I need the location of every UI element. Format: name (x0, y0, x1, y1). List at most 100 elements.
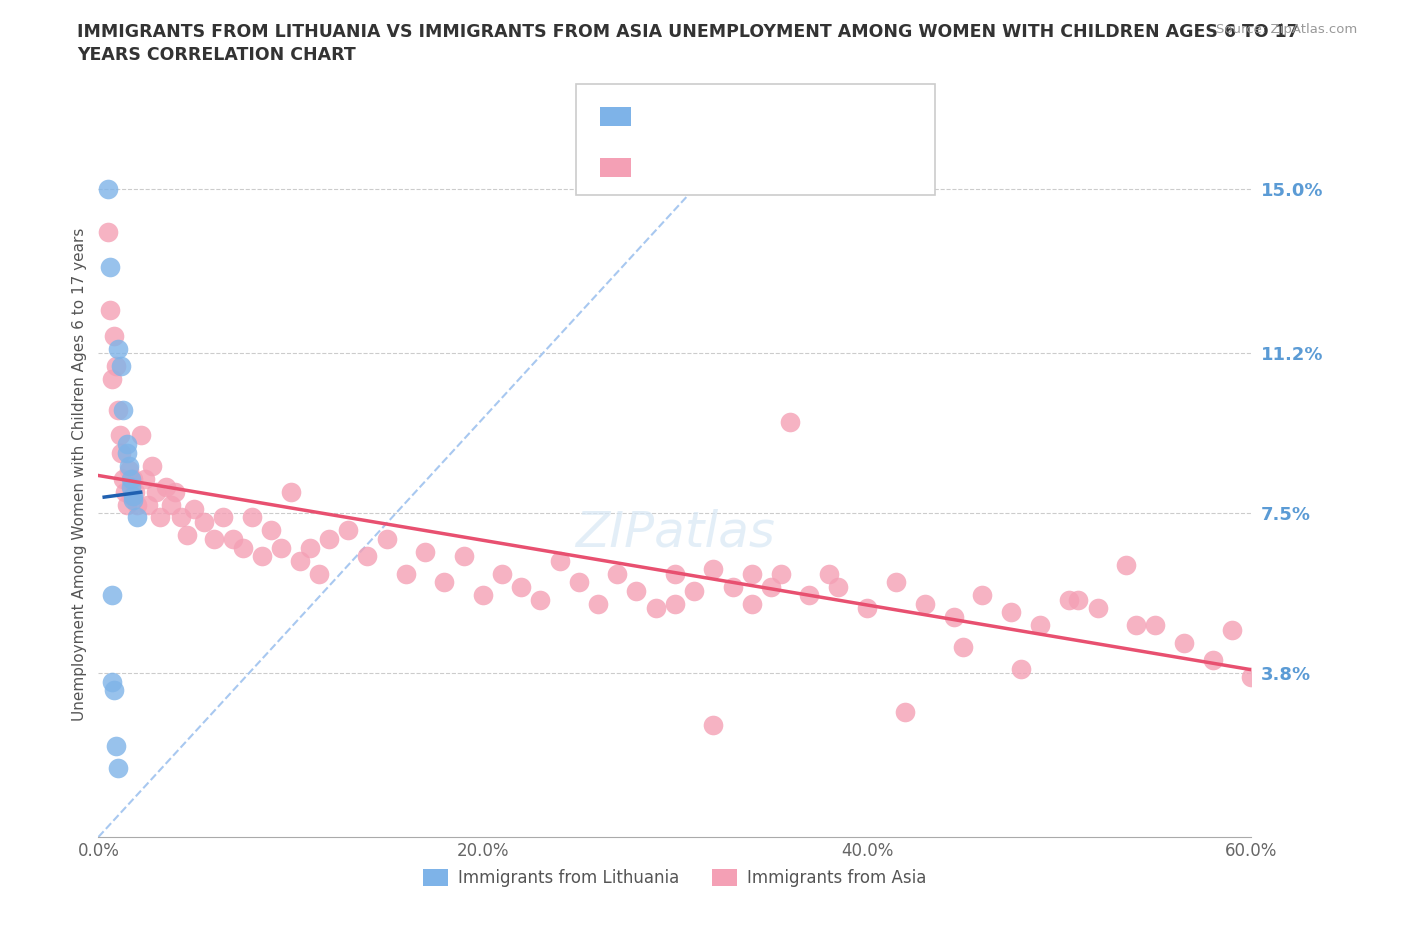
Point (510, 579, 533, 594)
Point (117, 498, 139, 512)
Y-axis label: Unemployment Among Women with Children Ages 6 to 17 years: Unemployment Among Women with Children A… (72, 228, 87, 721)
Point (1144, 618, 1167, 633)
Point (129, 428, 152, 443)
Point (149, 510, 172, 525)
Point (1125, 618, 1147, 633)
Point (856, 601, 879, 616)
Point (120, 488, 142, 503)
Point (183, 501, 205, 516)
Point (118, 462, 141, 477)
Point (101, 588, 124, 603)
Point (308, 566, 330, 581)
Point (97, 182, 120, 197)
Legend: Immigrants from Lithuania, Immigrants from Asia: Immigrants from Lithuania, Immigrants fr… (416, 862, 934, 894)
Point (413, 545, 436, 560)
Point (1000, 605, 1022, 620)
Point (250, 549, 273, 564)
Text: R =: R = (640, 158, 671, 177)
Point (110, 445, 132, 460)
Point (290, 553, 312, 568)
Point (112, 402, 135, 417)
Text: N =: N = (752, 107, 783, 126)
Point (103, 328, 125, 343)
Point (779, 415, 801, 430)
Point (1202, 653, 1225, 668)
Point (138, 498, 160, 512)
Point (741, 596, 763, 611)
Point (103, 683, 125, 698)
Point (453, 549, 475, 564)
Point (118, 458, 141, 473)
Point (702, 562, 724, 577)
Point (98, 259, 121, 274)
Point (1173, 635, 1195, 650)
Text: 0.129: 0.129 (685, 107, 744, 126)
Point (1067, 592, 1090, 607)
Point (107, 761, 129, 776)
Point (101, 372, 124, 387)
Point (202, 532, 225, 547)
Point (529, 592, 551, 607)
Point (952, 640, 974, 655)
Point (1029, 618, 1052, 633)
Point (1240, 670, 1263, 684)
Point (120, 480, 142, 495)
Text: -0.233: -0.233 (685, 158, 744, 177)
Point (318, 532, 340, 547)
Point (114, 485, 136, 499)
Point (193, 514, 215, 529)
Point (683, 583, 706, 598)
Point (280, 485, 302, 499)
Point (125, 498, 148, 512)
Point (165, 485, 187, 499)
Point (176, 527, 198, 542)
Text: ZIPatlas: ZIPatlas (575, 509, 775, 556)
Point (914, 596, 936, 611)
Point (122, 488, 145, 503)
Point (231, 540, 254, 555)
Point (122, 472, 145, 486)
Text: 18: 18 (793, 107, 815, 126)
Point (1057, 592, 1080, 607)
Point (626, 583, 648, 598)
Point (240, 510, 263, 525)
Text: Source: ZipAtlas.com: Source: ZipAtlas.com (1216, 23, 1357, 36)
Point (270, 540, 292, 555)
Point (721, 579, 744, 594)
Point (769, 566, 792, 581)
Point (375, 532, 398, 547)
Point (212, 510, 235, 525)
Point (155, 480, 177, 495)
Point (298, 540, 321, 555)
Point (104, 359, 127, 374)
Point (124, 485, 146, 499)
Text: 93: 93 (793, 158, 817, 177)
Point (260, 523, 283, 538)
Point (972, 588, 994, 603)
Point (101, 674, 124, 689)
Point (125, 510, 148, 525)
Point (104, 738, 127, 753)
Point (471, 588, 494, 603)
Point (117, 437, 139, 452)
Text: N =: N = (752, 158, 783, 177)
Text: IMMIGRANTS FROM LITHUANIA VS IMMIGRANTS FROM ASIA UNEMPLOYMENT AMONG WOMEN WITH : IMMIGRANTS FROM LITHUANIA VS IMMIGRANTS … (77, 23, 1299, 41)
Point (799, 588, 821, 603)
Point (942, 609, 965, 624)
Point (122, 493, 145, 508)
Point (141, 458, 163, 473)
Point (664, 596, 686, 611)
Point (817, 566, 839, 581)
Point (356, 549, 378, 564)
Point (222, 532, 245, 547)
Point (1220, 622, 1243, 637)
Point (894, 704, 917, 719)
Point (98, 303, 121, 318)
Point (170, 510, 193, 525)
Point (1010, 661, 1032, 676)
Point (160, 498, 183, 512)
Point (97, 225, 120, 240)
Point (1087, 601, 1109, 616)
Point (664, 566, 686, 581)
Point (145, 485, 167, 499)
